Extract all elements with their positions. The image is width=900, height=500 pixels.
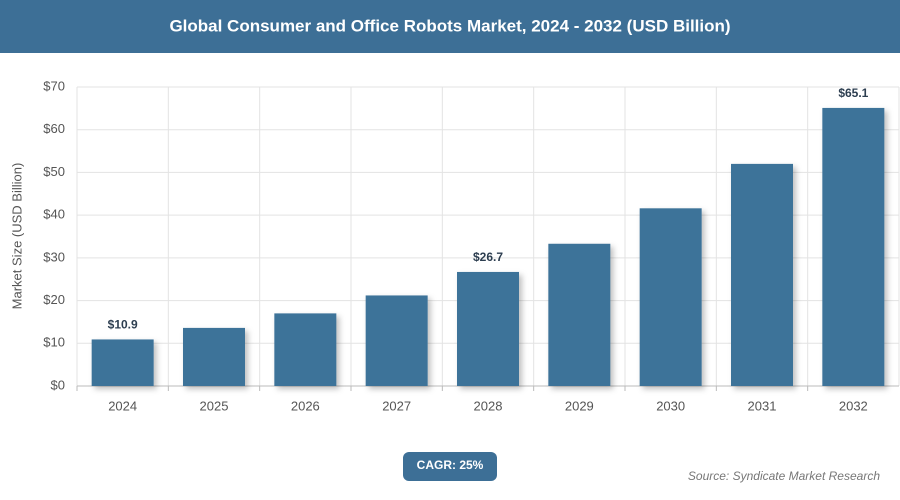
- y-tick-label: $70: [43, 78, 65, 93]
- cagr-badge: [403, 452, 497, 481]
- cagr-annotation: CAGR: 25%: [417, 458, 484, 472]
- data-label: $26.7: [473, 250, 503, 264]
- chart-title: Global Consumer and Office Robots Market…: [169, 16, 730, 35]
- y-tick-label: $60: [43, 121, 65, 136]
- bar: [731, 163, 793, 386]
- data-label: $10.9: [108, 318, 138, 332]
- data-label: $65.1: [838, 86, 868, 100]
- header: [0, 0, 900, 53]
- bar: [548, 243, 611, 386]
- x-tick-label: 2024: [108, 398, 137, 413]
- bar: [822, 107, 885, 387]
- x-tick-label: 2026: [291, 398, 320, 413]
- y-axis-label: Market Size (USD Billion): [9, 163, 24, 310]
- bar: [639, 208, 702, 386]
- y-tick-label: $30: [43, 249, 65, 264]
- y-tick-label: $10: [43, 335, 65, 350]
- bar: [457, 271, 519, 386]
- x-tick-label: 2032: [839, 398, 868, 413]
- x-tick-label: 2030: [656, 398, 685, 413]
- source-note: Source: Syndicate Market Research: [688, 469, 880, 483]
- y-tick-label: $50: [43, 164, 65, 179]
- x-tick-label: 2025: [200, 398, 229, 413]
- bar: [274, 313, 337, 386]
- x-tick-label: 2028: [474, 398, 503, 413]
- bar: [365, 295, 428, 386]
- bar: [183, 327, 245, 386]
- y-tick-label: $40: [43, 207, 65, 222]
- y-tick-label: $20: [43, 292, 65, 307]
- y-tick-label: $0: [51, 377, 65, 392]
- bar: [91, 339, 154, 386]
- x-tick-label: 2027: [382, 398, 411, 413]
- x-tick-label: 2031: [748, 398, 777, 413]
- x-tick-label: 2029: [565, 398, 594, 413]
